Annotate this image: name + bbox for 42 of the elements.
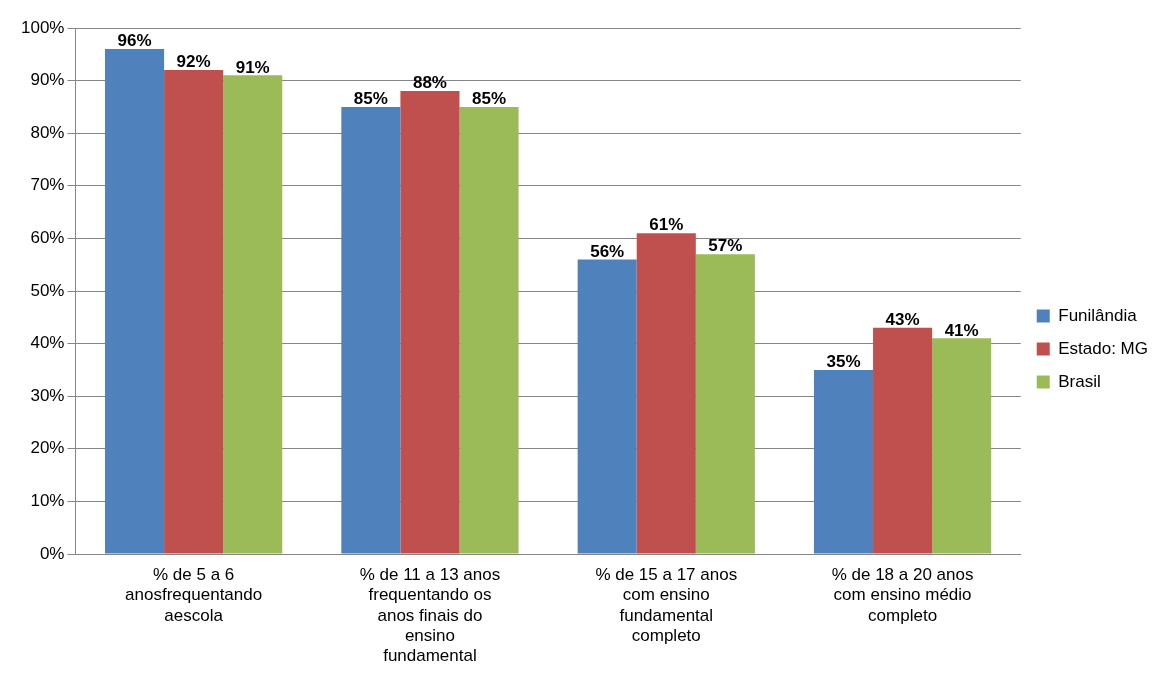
x-tick-label: % de 11 a 13 anos frequentando os anos finais do ensino fundamental: [359, 564, 501, 666]
bar: [577, 259, 637, 554]
data-label: 56%: [590, 241, 625, 261]
data-label: 96%: [117, 31, 152, 51]
data-label: 61%: [649, 215, 684, 235]
y-tick-label: 60%: [30, 228, 65, 248]
y-tick-label: 50%: [30, 280, 65, 300]
data-label: 85%: [472, 89, 507, 109]
data-label: 43%: [885, 310, 920, 330]
bar: [341, 106, 401, 554]
bar: [695, 254, 755, 554]
bar: [813, 369, 874, 554]
data-label: 85%: [353, 89, 388, 109]
data-label: 92%: [176, 52, 211, 72]
legend-label: Funilândia: [1058, 305, 1138, 325]
y-tick-label: 70%: [30, 175, 65, 195]
y-tick-label: 0%: [39, 543, 65, 563]
data-label: 91%: [235, 57, 270, 77]
bar: [164, 70, 224, 554]
y-tick-label: 90%: [30, 70, 65, 90]
data-label: 88%: [412, 73, 447, 93]
bar: [636, 233, 696, 554]
x-tick-label: % de 15 a 17 anos com ensino fundamental completo: [595, 564, 738, 646]
bar: [873, 327, 933, 554]
legend-label: Brasil: [1058, 371, 1101, 391]
bar: [400, 91, 460, 554]
bar: [223, 75, 283, 554]
y-tick-label: 40%: [30, 333, 65, 353]
bar: [105, 49, 165, 554]
data-label: 57%: [708, 236, 743, 256]
bar: [932, 338, 992, 554]
y-tick-label: 30%: [30, 385, 65, 405]
y-tick-label: 10%: [30, 491, 65, 511]
y-tick-label: 20%: [30, 438, 65, 458]
data-label: 35%: [826, 352, 861, 372]
data-label: 41%: [944, 320, 979, 340]
bar: [459, 106, 519, 554]
x-tick-label: % de 18 a 20 anos com ensino médio completo: [831, 564, 974, 625]
y-tick-label: 80%: [30, 122, 65, 142]
x-tick-label: % de 5 a 6 anosfrequentando aescola: [125, 564, 263, 625]
y-tick-label: 100%: [21, 17, 65, 37]
legend-label: Estado: MG: [1058, 338, 1149, 358]
